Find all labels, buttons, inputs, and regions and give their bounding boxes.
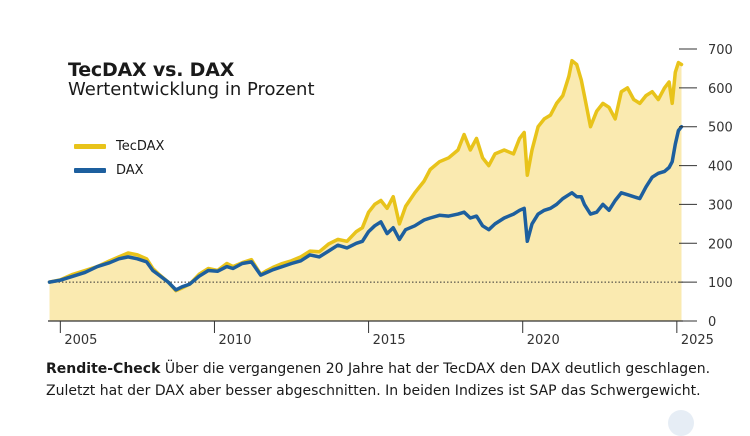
y-tick-label-100: 100 — [708, 276, 733, 291]
caption-text: Über die vergangenen 20 Jahre hat der Te… — [46, 361, 711, 399]
x-tick-label-2010: 2010 — [218, 333, 251, 348]
caption: Rendite-Check Über die vergangenen 20 Ja… — [46, 358, 736, 402]
x-tick-label-2020: 2020 — [527, 333, 560, 348]
chat-bubble-icon[interactable] — [668, 410, 694, 436]
y-tick-label-300: 300 — [708, 198, 733, 213]
x-tick-label-2025: 2025 — [681, 333, 714, 348]
legend-item-tecdax: TecDAX — [74, 134, 164, 158]
legend-swatch-dax — [74, 167, 106, 173]
y-axis: 0 100 200 300 400 500 600 700 — [679, 43, 733, 330]
legend-label-dax: DAX — [116, 162, 144, 178]
y-tick-label-0: 0 — [708, 315, 716, 330]
y-tick-label-600: 600 — [708, 82, 733, 97]
x-tick-label-2015: 2015 — [373, 333, 406, 348]
x-tick-label-2005: 2005 — [64, 333, 97, 348]
legend: TecDAX DAX — [74, 134, 164, 182]
y-tick-label-200: 200 — [708, 237, 733, 252]
y-tick-label-700: 700 — [708, 43, 733, 58]
plot-area — [47, 58, 684, 321]
legend-label-tecdax: TecDAX — [116, 138, 165, 154]
y-tick-label-500: 500 — [708, 121, 733, 136]
chart-subtitle: Wertentwicklung in Prozent — [68, 79, 315, 100]
legend-item-dax: DAX — [74, 158, 164, 182]
legend-swatch-tecdax — [74, 143, 106, 149]
chart-title: TecDAX vs. DAX — [68, 59, 235, 81]
y-tick-label-400: 400 — [708, 160, 733, 175]
tecdax-area — [49, 60, 682, 321]
dax-line — [47, 124, 684, 292]
caption-lead: Rendite-Check — [46, 361, 161, 377]
x-axis: 2005 2010 2015 2020 2025 — [48, 320, 714, 348]
